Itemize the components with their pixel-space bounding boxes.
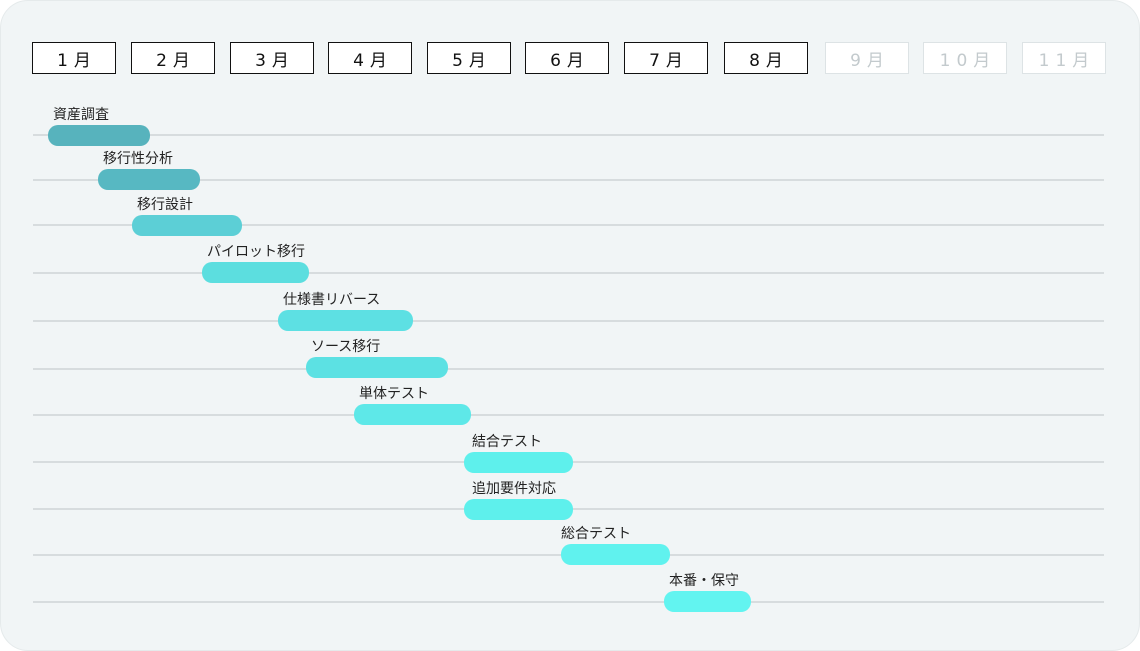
task-label: パイロット移行 [207, 244, 305, 260]
task-label: ソース移行 [311, 339, 381, 355]
month-header-item: 3月 [230, 42, 314, 74]
task-bar[interactable] [561, 544, 670, 565]
task-label: 仕様書リバース [283, 292, 381, 308]
row-divider [33, 179, 1104, 181]
row-divider [33, 414, 1104, 416]
row-divider [33, 601, 1104, 603]
row-divider [33, 134, 1104, 136]
month-header-item: 8月 [724, 42, 808, 74]
task-bar[interactable] [278, 310, 413, 331]
task-bar[interactable] [98, 169, 200, 190]
task-bar[interactable] [664, 591, 751, 612]
month-header-item: 11月 [1022, 42, 1106, 74]
task-bar[interactable] [202, 262, 309, 283]
task-bar[interactable] [48, 125, 150, 146]
month-header-item: 9月 [825, 42, 909, 74]
task-bar[interactable] [464, 452, 573, 473]
month-header-item: 5月 [427, 42, 511, 74]
task-label: 単体テスト [359, 386, 429, 402]
row-divider [33, 272, 1104, 274]
month-header-item: 4月 [328, 42, 412, 74]
month-header-item: 1月 [32, 42, 116, 74]
task-label: 移行性分析 [103, 151, 173, 167]
row-divider [33, 320, 1104, 322]
task-bar[interactable] [464, 499, 573, 520]
row-divider [33, 224, 1104, 226]
task-label: 移行設計 [137, 197, 193, 213]
month-header-item: 6月 [525, 42, 609, 74]
task-label: 追加要件対応 [472, 481, 556, 497]
month-header-item: 10月 [923, 42, 1007, 74]
task-bar[interactable] [354, 404, 471, 425]
month-header-item: 2月 [131, 42, 215, 74]
task-label: 本番・保守 [669, 573, 739, 589]
row-divider [33, 368, 1104, 370]
month-header-item: 7月 [624, 42, 708, 74]
month-header: 1月 2月 3月 4月 5月 6月 7月 8月 9月 10月 11月 [1, 1, 1139, 101]
task-bar[interactable] [132, 215, 242, 236]
task-label: 資産調査 [53, 107, 109, 123]
task-label: 結合テスト [472, 434, 542, 450]
task-bar[interactable] [306, 357, 448, 378]
task-label: 総合テスト [561, 526, 631, 542]
